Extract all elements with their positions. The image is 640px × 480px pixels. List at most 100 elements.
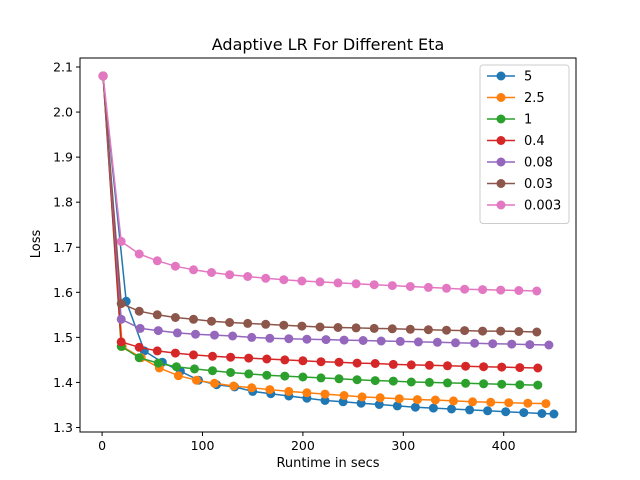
data-point (116, 337, 126, 347)
data-point (496, 285, 506, 295)
data-point (152, 310, 162, 320)
data-point (388, 376, 398, 386)
data-point (279, 275, 289, 285)
data-point (262, 354, 272, 364)
data-point (321, 335, 331, 345)
data-point (432, 337, 442, 347)
data-point (423, 325, 433, 335)
legend-label: 1 (524, 113, 532, 128)
data-point (479, 379, 489, 389)
data-point (315, 322, 325, 332)
x-tick-label: 100 (191, 438, 215, 453)
data-point (172, 328, 182, 338)
data-point (501, 407, 511, 417)
data-point (374, 400, 384, 409)
data-point (507, 339, 517, 349)
y-tick-label: 1.4 (53, 375, 73, 390)
data-point (465, 405, 475, 415)
data-point (226, 352, 236, 362)
data-point (134, 353, 144, 363)
data-point (265, 333, 275, 343)
data-point (170, 261, 180, 271)
data-point (189, 265, 198, 275)
data-point (541, 399, 551, 409)
y-tick-label: 1.3 (53, 420, 73, 435)
data-point (207, 316, 216, 326)
chart-title: Adaptive LR For Different Eta (212, 35, 445, 54)
data-point (152, 256, 162, 266)
legend-marker (496, 93, 506, 102)
data-point (483, 406, 493, 416)
data-point (284, 386, 294, 396)
data-point (228, 331, 238, 341)
plot-layer (98, 71, 559, 419)
data-point (395, 336, 405, 346)
data-point (297, 276, 307, 286)
data-point (244, 353, 254, 363)
data-point (387, 281, 397, 291)
data-point (497, 379, 507, 389)
legend-entry: 5 (487, 70, 532, 85)
data-point (532, 286, 542, 296)
legend-marker (496, 71, 506, 81)
data-point (247, 383, 257, 393)
data-point (479, 362, 489, 372)
data-point (207, 268, 216, 277)
data-point (406, 377, 416, 387)
data-point (189, 314, 198, 324)
y-tick-label: 2.1 (53, 60, 73, 75)
data-point (449, 396, 458, 406)
data-point (470, 338, 480, 348)
data-point (430, 395, 440, 405)
data-point (315, 277, 325, 287)
data-point (497, 362, 507, 372)
y-tick-label: 1.6 (53, 285, 73, 300)
data-point (376, 336, 386, 346)
x-tick-label: 300 (391, 438, 415, 453)
data-point (333, 323, 343, 332)
data-point (394, 394, 404, 404)
data-point (461, 361, 471, 371)
legend-label: 0.003 (524, 199, 561, 214)
data-point (261, 319, 271, 329)
data-point (261, 273, 271, 283)
data-point (134, 249, 144, 259)
data-point (515, 363, 525, 373)
data-point (280, 371, 290, 381)
data-point (451, 338, 460, 348)
data-point (424, 360, 434, 370)
data-point (413, 337, 423, 347)
data-point (189, 350, 198, 360)
legend-entry: 2.5 (487, 91, 545, 106)
data-point (533, 380, 543, 390)
data-point (316, 373, 326, 383)
legend: 5 2.5 1 0.4 0.08 0.03 0.003 (479, 64, 570, 224)
data-point (98, 71, 108, 81)
data-point (351, 323, 361, 333)
legend-label: 0.03 (524, 177, 553, 192)
data-point (443, 361, 452, 371)
data-point (387, 324, 397, 334)
y-tick-label: 2.0 (53, 105, 73, 120)
data-point (533, 363, 543, 373)
data-point (369, 323, 379, 333)
legend-entry: 0.08 (487, 156, 553, 171)
data-point (134, 342, 144, 352)
legend-label: 0.4 (524, 134, 545, 149)
data-point (496, 326, 506, 336)
data-point (369, 280, 379, 290)
data-point (225, 318, 235, 327)
data-point (352, 375, 362, 385)
series-3 (98, 71, 543, 373)
legend-entry: 0.03 (487, 177, 553, 192)
x-tick-label: 200 (291, 438, 315, 453)
y-tick-label: 1.8 (53, 195, 73, 210)
data-point (244, 369, 254, 379)
data-point (375, 393, 385, 403)
data-point (351, 279, 361, 289)
data-point (298, 372, 308, 382)
series-6 (98, 71, 542, 296)
data-point (116, 299, 126, 309)
data-point (370, 359, 380, 368)
